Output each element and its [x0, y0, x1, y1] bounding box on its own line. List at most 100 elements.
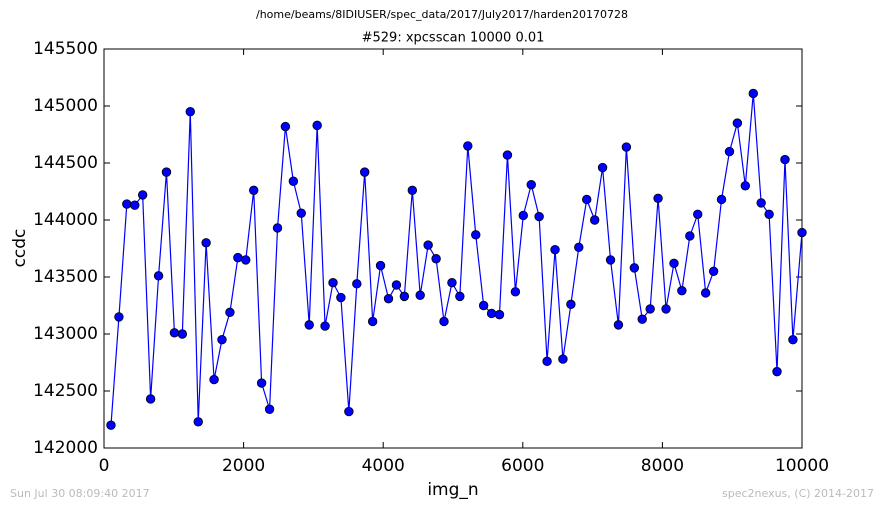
data-point	[653, 193, 663, 204]
data-point	[312, 120, 322, 131]
chart-title: #529: xpcsscan 10000 0.01	[362, 31, 545, 46]
plot-frame	[103, 48, 803, 449]
data-point	[724, 146, 735, 157]
data-point	[399, 291, 410, 302]
data-point	[336, 292, 346, 303]
footer-right: spec2nexus, (C) 2014-2017	[722, 487, 874, 500]
data-point	[613, 320, 624, 330]
data-point	[526, 179, 536, 190]
data-point	[455, 291, 465, 302]
data-point	[106, 420, 116, 430]
y-tick-label: 144000	[33, 210, 98, 230]
data-point	[352, 279, 362, 289]
data-point	[280, 121, 291, 132]
data-point	[589, 215, 600, 225]
data-point	[415, 290, 425, 300]
data-point	[756, 198, 766, 208]
data-point	[344, 406, 354, 417]
data-point	[241, 255, 251, 265]
data-point	[566, 299, 576, 310]
data-point	[558, 354, 568, 364]
footer-left: Sun Jul 30 08:09:40 2017	[10, 487, 150, 500]
data-line	[110, 93, 803, 426]
data-point	[693, 209, 703, 220]
suptitle: /home/beams/8IDIUSER/spec_data/2017/July…	[256, 8, 628, 21]
x-tick-label: 4000	[362, 456, 405, 476]
data-point	[661, 304, 671, 314]
x-tick-label: 2000	[222, 456, 265, 476]
data-point	[645, 304, 655, 314]
x-axis-label: img_n	[427, 480, 478, 500]
data-point	[431, 254, 441, 264]
data-point	[367, 316, 378, 327]
data-point	[145, 394, 156, 404]
data-point	[233, 252, 243, 263]
y-tick-label: 142500	[33, 381, 98, 401]
data-point	[463, 141, 473, 151]
data-point	[677, 285, 687, 296]
data-point	[256, 378, 267, 388]
data-point	[249, 185, 259, 196]
y-axis-label: ccdc	[10, 229, 30, 268]
data-point	[375, 260, 386, 271]
data-point	[114, 312, 124, 322]
y-tick-label: 145000	[33, 96, 98, 116]
data-point	[740, 181, 751, 191]
data-point	[185, 106, 195, 117]
data-point	[177, 329, 188, 339]
data-point	[288, 176, 299, 186]
data-point	[574, 242, 584, 253]
data-point	[225, 307, 235, 318]
data-point	[502, 150, 513, 160]
data-point	[272, 223, 283, 233]
data-point	[471, 230, 481, 240]
data-point	[772, 366, 782, 377]
data-point	[748, 88, 758, 99]
data-point	[685, 231, 695, 241]
data-point	[605, 255, 616, 265]
data-point	[423, 240, 433, 250]
data-point	[542, 356, 552, 367]
data-point	[494, 309, 505, 320]
data-point	[788, 335, 798, 345]
data-point	[621, 142, 632, 152]
x-tick-label: 0	[99, 456, 110, 476]
data-point	[320, 321, 330, 331]
data-point	[716, 194, 727, 205]
data-point	[700, 288, 711, 298]
data-point	[797, 227, 807, 238]
y-tick-label: 143500	[33, 267, 98, 287]
y-tick-label: 142000	[33, 438, 98, 458]
x-tick-label: 6000	[501, 456, 544, 476]
data-point	[201, 238, 211, 248]
data-point	[209, 374, 219, 385]
data-point	[582, 194, 592, 205]
data-point	[161, 167, 172, 177]
data-point	[550, 244, 560, 255]
data-point	[328, 278, 338, 288]
data-point	[510, 287, 521, 297]
data-point	[130, 200, 140, 210]
data-point	[478, 300, 489, 311]
data-point	[708, 266, 719, 277]
x-tick-label: 10000	[775, 456, 829, 476]
data-point	[780, 154, 790, 165]
data-point	[439, 316, 449, 327]
data-point	[217, 335, 227, 345]
y-tick-label: 145500	[33, 39, 98, 59]
data-point	[407, 185, 418, 196]
y-tick-label: 143000	[33, 324, 98, 344]
data-point	[193, 417, 203, 427]
data-point	[153, 271, 164, 281]
data-point	[296, 208, 306, 218]
data-point	[732, 118, 743, 128]
data-point	[764, 209, 774, 220]
data-point	[518, 210, 528, 221]
data-point	[137, 190, 148, 200]
data-point	[637, 314, 647, 324]
data-point	[629, 263, 640, 273]
data-point	[383, 293, 394, 304]
y-tick-label: 144500	[33, 153, 98, 173]
data-point	[486, 308, 497, 319]
